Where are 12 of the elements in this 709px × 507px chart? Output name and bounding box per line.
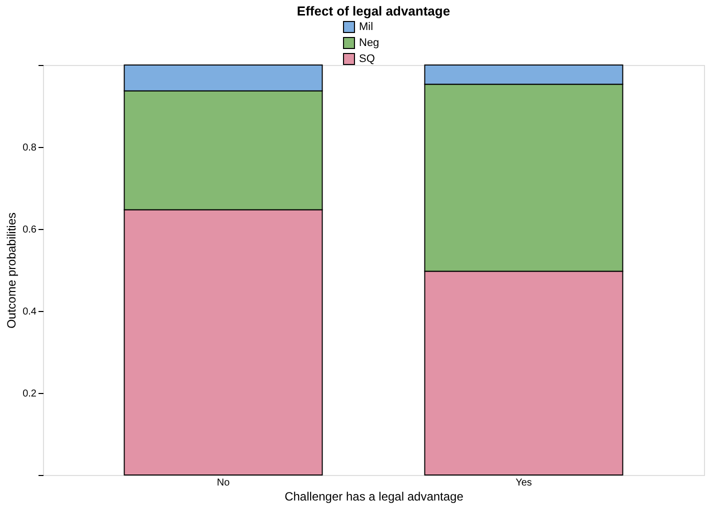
x-axis-title: Challenger has a legal advantage bbox=[284, 490, 464, 504]
y-tick-label: 0.2 bbox=[22, 388, 37, 400]
x-tick-label: No bbox=[216, 478, 230, 488]
legend-label: Neg bbox=[359, 37, 380, 49]
y-tick-label: 0.6 bbox=[22, 224, 37, 236]
y-tick-label: 0.8 bbox=[22, 142, 37, 154]
legend-label: SQ bbox=[359, 53, 376, 65]
legend-label: Mil bbox=[359, 21, 374, 33]
y-tick-label: 0.4 bbox=[22, 306, 37, 318]
x-tick-label: Yes bbox=[516, 478, 532, 488]
y-axis-title: Outcome probabilities bbox=[4, 212, 19, 329]
chart-title: Effect of legal advantage bbox=[296, 4, 450, 18]
